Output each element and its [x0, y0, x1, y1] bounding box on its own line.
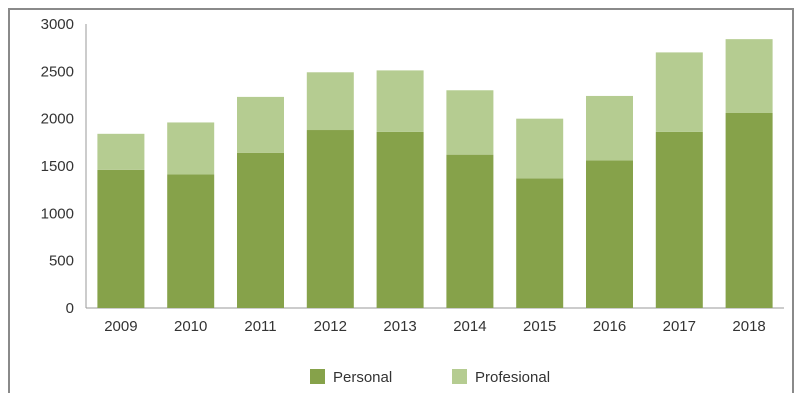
bar-profesional-2011	[237, 96, 284, 153]
x-tick-label: 2017	[663, 318, 696, 335]
bar-profesional-2014	[446, 90, 494, 155]
x-axis: 2009 2010 2011 2012 2013 2014 2015 2016 2017 2018	[86, 307, 784, 335]
x-tick-label: 2015	[523, 318, 556, 335]
bar-personal-2009	[97, 169, 145, 308]
y-tick-label: 2500	[41, 63, 74, 80]
y-tick-label: 2000	[41, 111, 74, 128]
bar-personal-2013	[376, 131, 424, 308]
bar-profesional-2018	[725, 39, 773, 113]
x-tick-label: 2010	[174, 318, 207, 335]
bar-personal-2011	[237, 152, 284, 308]
bar-profesional-2016	[586, 95, 633, 161]
bar-profesional-2017	[655, 52, 703, 132]
y-tick-label: 1000	[41, 205, 74, 222]
legend-label-personal: Personal	[333, 369, 392, 386]
y-tick-label: 1500	[41, 158, 74, 175]
bar-profesional-2013	[376, 70, 424, 132]
bar-profesional-2010	[167, 122, 215, 175]
y-tick-label: 3000	[41, 16, 74, 33]
legend-label-profesional: Profesional	[475, 369, 550, 386]
y-tick-label: 500	[49, 253, 74, 270]
bar-profesional-2015	[516, 118, 564, 179]
legend: Personal Profesional	[310, 369, 550, 386]
x-tick-label: 2016	[593, 318, 626, 335]
x-tick-label: 2012	[314, 318, 347, 335]
bar-profesional-2012	[306, 72, 354, 131]
x-tick-label: 2011	[244, 318, 276, 335]
y-tick-label: 0	[66, 300, 74, 317]
bars	[97, 39, 773, 308]
legend-swatch-personal	[310, 369, 325, 384]
bar-personal-2018	[725, 112, 773, 308]
x-tick-label: 2014	[453, 318, 486, 335]
bar-personal-2012	[306, 130, 354, 308]
x-tick-label: 2009	[104, 318, 137, 335]
bar-profesional-2009	[97, 133, 145, 170]
chart-frame	[8, 8, 794, 393]
x-tick-label: 2013	[383, 318, 416, 335]
bar-personal-2016	[586, 160, 633, 308]
y-axis: 0 500 1000 1500 2000 2500 3000	[41, 16, 87, 317]
bar-personal-2014	[446, 154, 494, 308]
bar-personal-2010	[167, 174, 215, 308]
bar-personal-2015	[516, 178, 564, 308]
legend-swatch-profesional	[452, 369, 467, 384]
x-tick-label: 2018	[732, 318, 765, 335]
bar-personal-2017	[655, 131, 703, 308]
